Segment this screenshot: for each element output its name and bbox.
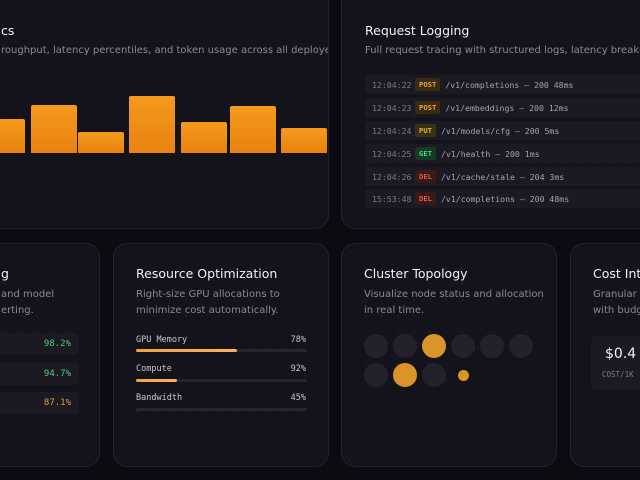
metric-bar [0, 119, 25, 153]
cluster-desc-line2: in real time. [364, 305, 425, 316]
http-method-badge: DEL [415, 192, 436, 205]
http-method-badge: DEL [415, 170, 436, 183]
cost-card: Cost Inte Granular c with budge $0.4 COS… [570, 243, 640, 467]
health-row: 98.2% [0, 333, 79, 355]
cluster-node[interactable] [393, 334, 417, 358]
log-path: /v1/models/cfg — 200 5ms [440, 125, 560, 136]
cluster-node[interactable] [458, 370, 469, 381]
log-time: 12:04:26 [372, 171, 412, 182]
log-time: 15:53:48 [372, 193, 412, 204]
log-path: /v1/completions — 200 48ms [440, 193, 570, 204]
health-row: 94.7% [0, 363, 79, 385]
cluster-node[interactable] [422, 334, 446, 358]
health-desc-line2: erting. [1, 305, 34, 316]
request-logging-desc: Full request tracing with structured log… [365, 45, 640, 56]
bandwidth-bar [136, 408, 307, 411]
cost-tile: $0.4 COST/1K [591, 336, 640, 390]
log-time: 12:04:22 [372, 79, 412, 90]
log-time: 12:04:25 [372, 148, 412, 159]
log-time: 12:04:23 [372, 102, 412, 113]
resource-desc-line1: Right-size GPU allocations to [136, 289, 280, 300]
cluster-node[interactable] [509, 334, 533, 358]
cost-value: $0.4 [605, 346, 637, 362]
bandwidth-label: Bandwidth [136, 393, 183, 403]
compute-bar [136, 379, 307, 382]
log-row[interactable]: 12:04:22 POST/v1/completions — 200 48ms [365, 75, 640, 94]
request-logging-title: Request Logging [365, 23, 470, 38]
cluster-node[interactable] [451, 334, 475, 358]
metric-bar [281, 128, 327, 153]
bandwidth-pct: 45% [290, 393, 306, 403]
log-time: 12:04:24 [372, 125, 412, 136]
cluster-node[interactable] [364, 334, 388, 358]
log-path: /v1/cache/stale — 204 3ms [440, 171, 565, 182]
gpu-memory-bar-fill [136, 349, 237, 352]
gpu-memory-bar [136, 349, 307, 352]
health-value: 87.1% [43, 398, 71, 408]
compute-pct: 92% [290, 364, 306, 374]
metric-bar [129, 96, 175, 153]
cluster-node[interactable] [480, 334, 504, 358]
resource-title: Resource Optimization [136, 266, 278, 281]
health-value: 98.2% [43, 339, 71, 349]
health-card: g and model erting. 98.2% 94.7% 87.1% [0, 243, 100, 467]
log-row[interactable]: 12:04:24 PUT/v1/models/cfg — 200 5ms [365, 121, 640, 140]
cluster-title: Cluster Topology [364, 266, 468, 281]
request-logging-card: Request Logging Full request tracing wit… [341, 0, 640, 229]
log-row[interactable]: 15:53:48 DEL/v1/completions — 200 48ms [365, 189, 640, 208]
metric-bar [31, 105, 77, 153]
cost-title: Cost Inte [593, 266, 640, 281]
cluster-node[interactable] [393, 363, 417, 387]
cost-desc-line2: with budge [593, 305, 640, 316]
metric-bar [230, 106, 276, 153]
http-method-badge: GET [415, 147, 436, 160]
metrics-bar-chart [0, 91, 327, 153]
resource-optimization-card: Resource Optimization Right-size GPU all… [113, 243, 329, 467]
http-method-badge: PUT [415, 124, 436, 137]
cost-desc-line1: Granular c [593, 289, 640, 300]
health-row: 87.1% [0, 392, 79, 414]
log-path: /v1/embeddings — 200 12ms [445, 102, 569, 113]
metrics-card: cs roughput, latency percentiles, and to… [0, 0, 329, 229]
compute-bar-fill [136, 379, 178, 382]
metrics-desc: roughput, latency percentiles, and token… [1, 45, 329, 56]
health-value: 94.7% [43, 369, 71, 379]
compute-label: Compute [136, 364, 172, 374]
log-path: /v1/completions — 200 48ms [445, 79, 574, 90]
gpu-memory-pct: 78% [290, 335, 306, 345]
cluster-node[interactable] [422, 363, 446, 387]
metric-bar [181, 122, 227, 153]
health-desc-line1: and model [1, 289, 55, 300]
http-method-badge: POST [415, 101, 441, 114]
http-method-badge: POST [415, 78, 441, 91]
log-row[interactable]: 12:04:25 GET/v1/health — 200 1ms [365, 144, 640, 163]
log-path: /v1/health — 200 1ms [440, 148, 540, 159]
cost-unit: COST/1K [602, 370, 634, 379]
log-row[interactable]: 12:04:26 DEL/v1/cache/stale — 204 3ms [365, 167, 640, 186]
health-title: g [1, 266, 9, 281]
metric-bar [78, 132, 124, 153]
gpu-memory-label: GPU Memory [136, 335, 188, 345]
metrics-title: cs [1, 23, 15, 38]
resource-desc-line2: minimize cost automatically. [136, 305, 279, 316]
log-row[interactable]: 12:04:23 POST/v1/embeddings — 200 12ms [365, 98, 640, 117]
cluster-topology-card: Cluster Topology Visualize node status a… [341, 243, 557, 467]
cluster-node[interactable] [364, 363, 388, 387]
cluster-desc-line1: Visualize node status and allocation [364, 289, 544, 300]
